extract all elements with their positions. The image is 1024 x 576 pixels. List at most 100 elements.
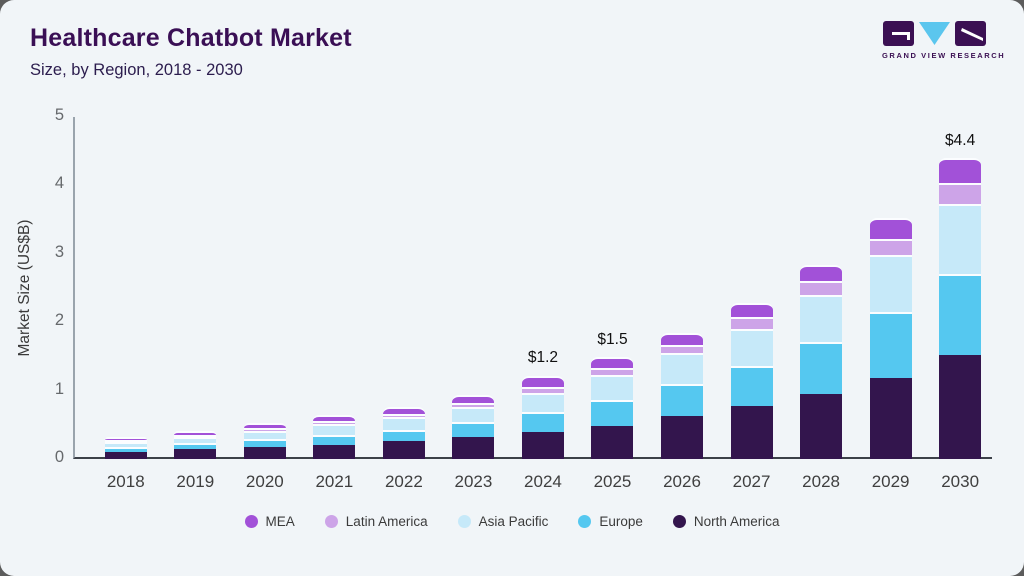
bar-segment-asia-pacific-2029 [869,255,912,312]
bar-segment-north-america-2030 [939,355,982,459]
bar-segment-mea-2023 [452,395,495,403]
bar-segment-asia-pacific-2024 [521,393,564,412]
bar-segment-north-america-2027 [730,406,773,459]
bar-segment-latin-america-2018 [104,440,147,442]
bar-group-2029: 2029 [856,117,926,491]
bar-segment-north-america-2022 [382,441,425,459]
bar-segment-north-america-2023 [452,437,495,459]
bar-segment-asia-pacific-2028 [800,295,843,342]
legend-item-asia-pacific: Asia Pacific [457,514,549,529]
bar-segment-asia-pacific-2020 [243,431,286,439]
bar-segment-europe-2022 [382,430,425,441]
chart-legend: MEA Latin America Asia Pacific Europe North … [0,514,1024,529]
gvr-logo-icon [883,21,986,46]
bar-segment-mea-2027 [730,303,773,317]
value-label-2025: $1.5 [597,330,628,348]
legend-label: North America [693,514,780,529]
x-tick-2028: 2028 [802,472,840,491]
x-tick-2027: 2027 [732,472,771,491]
y-axis-title: Market Size (US$B) [16,219,33,357]
bar-segment-latin-america-2026 [661,345,704,353]
stacked-bar-2024 [521,376,564,459]
bar-segment-latin-america-2028 [800,281,843,295]
bar-segment-asia-pacific-2026 [661,353,704,384]
stacked-bar-2026 [661,333,704,459]
stacked-bar-2021 [313,415,356,459]
bar-segment-europe-2028 [800,342,843,394]
legend-dot-icon [244,515,258,528]
bar-segment-latin-america-2020 [243,428,286,431]
x-tick-2021: 2021 [315,472,354,491]
bar-segment-asia-pacific-2021 [313,424,356,435]
bar-segment-mea-2026 [661,333,704,345]
x-tick-2018: 2018 [106,472,145,491]
bar-group-2030: $4.4 2030 [925,117,995,491]
stacked-bar-2019 [174,431,217,459]
legend-label: Asia Pacific [478,514,549,529]
x-tick-2026: 2026 [663,472,701,491]
stacked-bar-2030 [939,158,982,459]
value-label-2024: $1.2 [527,348,559,366]
bar-segment-latin-america-2024 [521,387,564,393]
legend-label: Latin America [345,514,428,529]
bar-segment-latin-america-2030 [939,183,982,204]
bar-segment-north-america-2024 [521,432,564,459]
bar-segment-latin-america-2023 [452,403,495,407]
legend-item-mea: MEA [244,514,295,529]
legend-label: MEA [265,514,295,529]
bar-group-2021: 2021 [300,117,370,491]
bar-segment-latin-america-2021 [313,421,356,424]
bar-segment-north-america-2025 [591,426,634,459]
legend-item-north-america: North America [672,514,780,529]
bar-segment-europe-2018 [104,447,147,452]
bar-segment-mea-2028 [800,265,843,281]
bar-segment-mea-2024 [521,376,564,387]
grand-view-research-logo: GRAND VIEW RESEARCH [882,20,1006,60]
bar-segment-north-america-2026 [661,416,704,459]
stacked-bar-2020 [243,423,286,459]
bar-group-2028: 2028 [786,117,856,491]
x-tick-2020: 2020 [245,472,284,491]
bar-segment-mea-2021 [313,415,356,421]
stacked-bar-2022 [382,407,425,459]
stacked-bar-2018 [104,437,147,459]
x-tick-2022: 2022 [384,472,423,491]
bar-segment-europe-2026 [661,384,704,416]
bar-segment-mea-2018 [104,437,147,440]
bar-segment-latin-america-2025 [591,368,634,375]
bar-segment-asia-pacific-2018 [104,442,147,447]
bar-segment-europe-2020 [243,439,286,447]
bar-segment-mea-2025 [591,357,634,368]
bar-segment-asia-pacific-2027 [730,329,773,366]
bar-segment-europe-2025 [591,400,634,426]
y-tick-2: 2 [54,311,64,330]
stacked-bar-2027 [730,303,773,459]
x-tick-2019: 2019 [176,472,215,491]
bar-group-2026: 2026 [647,117,717,491]
stacked-bar-2028 [800,265,843,459]
logo-wordmark: GRAND VIEW RESEARCH [882,51,1006,60]
y-tick-4: 4 [54,174,64,193]
legend-dot-icon [672,515,686,528]
bar-segment-mea-2019 [174,431,217,435]
y-tick-3: 3 [54,242,64,261]
x-tick-2024: 2024 [524,472,562,491]
bar-segment-asia-pacific-2030 [939,204,982,274]
legend-label: Europe [599,514,643,529]
bar-segment-mea-2022 [382,407,425,414]
bar-segment-europe-2029 [869,312,912,378]
bar-segment-latin-america-2022 [382,414,425,417]
bar-segment-asia-pacific-2023 [452,407,495,422]
bar-segment-asia-pacific-2025 [591,375,634,400]
bar-segment-mea-2029 [869,218,912,239]
bar-segment-asia-pacific-2022 [382,417,425,430]
bar-group-2023: 2023 [439,117,509,491]
bar-group-2025: $1.5 2025 [578,117,648,491]
bar-group-2018: 2018 [91,117,161,491]
bar-segment-north-america-2020 [243,447,286,459]
bar-segment-latin-america-2027 [730,317,773,329]
bar-segment-mea-2030 [939,158,982,183]
x-tick-2029: 2029 [871,472,910,491]
